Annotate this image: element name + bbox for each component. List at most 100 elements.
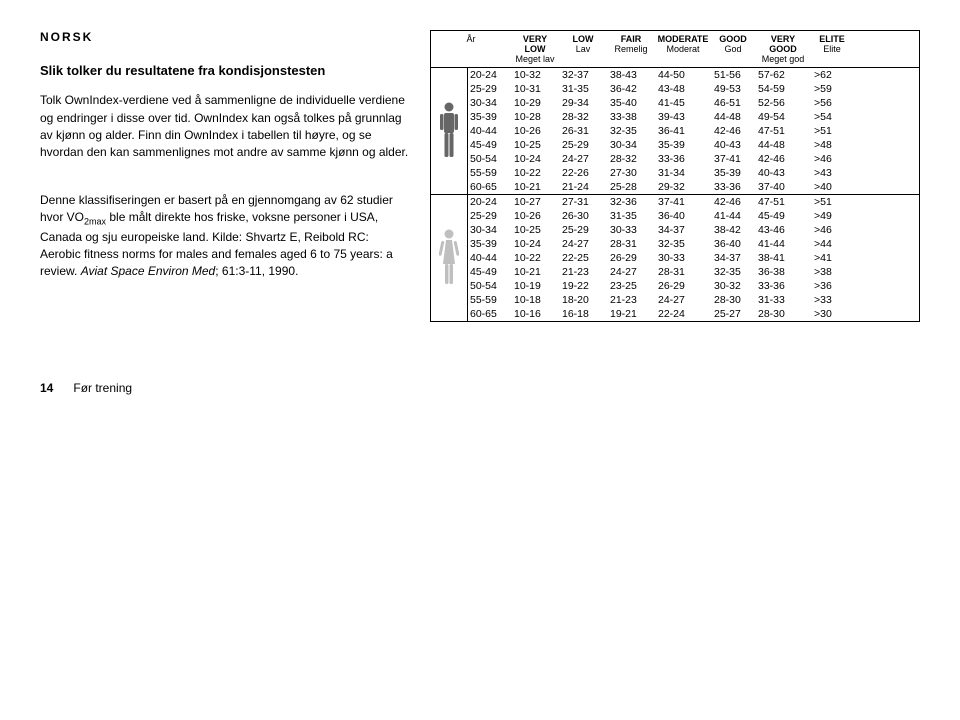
table-row: 30-3410-2525-2930-3334-3738-4243-46>46 [468,223,919,237]
table-row: 25-2910-2626-3031-3536-4041-4445-49>49 [468,209,919,223]
cell-fa: 32-35 [608,124,656,138]
table-row: 55-5910-1818-2021-2324-2728-3031-33>33 [468,293,919,307]
cell-lo: 27-31 [560,195,608,209]
cell-vl: 10-25 [512,138,560,152]
cell-el: >36 [812,279,854,293]
col-en: FAIR [609,34,653,44]
cell-go: 44-48 [712,110,756,124]
column-header-el: ELITEElite [811,31,853,67]
cell-vl: 10-21 [512,180,560,194]
table-row: 45-4910-2525-2930-3435-3940-4344-48>48 [468,138,919,152]
female-block: 20-2410-2727-3132-3637-4142-4647-51>5125… [431,194,919,321]
cell-vg: 47-51 [756,124,812,138]
cell-vl: 10-21 [512,265,560,279]
cell-lo: 26-31 [560,124,608,138]
col-en: VERY GOOD [757,34,809,54]
cell-mo: 44-50 [656,68,712,82]
cell-vl: 10-19 [512,279,560,293]
cell-age: 55-59 [468,293,512,307]
cell-vl: 10-31 [512,82,560,96]
cell-mo: 39-43 [656,110,712,124]
male-block: 20-2410-3232-3738-4344-5051-5657-62>6225… [431,68,919,194]
cell-go: 30-32 [712,279,756,293]
table-row: 40-4410-2222-2526-2930-3334-3738-41>41 [468,251,919,265]
cell-vg: 40-43 [756,166,812,180]
col-en: ELITE [813,34,851,44]
table-row: 60-6510-1616-1819-2122-2425-2728-30>30 [468,307,919,321]
cell-go: 46-51 [712,96,756,110]
cell-go: 38-42 [712,223,756,237]
cell-mo: 36-40 [656,209,712,223]
column-header-age: År [431,31,511,67]
cell-vg: 44-48 [756,138,812,152]
cell-vl: 10-25 [512,223,560,237]
cell-vg: 41-44 [756,237,812,251]
cell-vg: 28-30 [756,307,812,321]
cell-go: 32-35 [712,265,756,279]
cell-el: >38 [812,265,854,279]
cell-vg: 33-36 [756,279,812,293]
cell-mo: 41-45 [656,96,712,110]
cell-lo: 21-24 [560,180,608,194]
cell-vl: 10-22 [512,166,560,180]
cell-el: >62 [812,68,854,82]
cell-vl: 10-16 [512,307,560,321]
cell-vl: 10-27 [512,195,560,209]
cell-age: 45-49 [468,138,512,152]
col-en: LOW [561,34,605,44]
cell-vl: 10-22 [512,251,560,265]
cell-fa: 23-25 [608,279,656,293]
cell-mo: 36-41 [656,124,712,138]
table-row: 30-3410-2929-3435-4041-4546-5152-56>56 [468,96,919,110]
cell-vl: 10-24 [512,152,560,166]
cell-el: >54 [812,110,854,124]
col-no: Meget lav [513,54,557,64]
column-header-vl: VERY LOWMeget lav [511,31,559,67]
cell-vg: 38-41 [756,251,812,265]
cell-age: 60-65 [468,307,512,321]
cell-lo: 22-26 [560,166,608,180]
cell-vl: 10-24 [512,237,560,251]
cell-fa: 25-28 [608,180,656,194]
column-header-fa: FAIRRemelig [607,31,655,67]
cell-vl: 10-18 [512,293,560,307]
col-en: GOOD [713,34,753,44]
table-header-row: ÅrVERY LOWMeget lavLOWLavFAIRRemeligMODE… [431,31,919,68]
cell-fa: 19-21 [608,307,656,321]
paragraph-1: Tolk OwnIndex-verdiene ved å sammenligne… [40,92,410,162]
cell-vg: 45-49 [756,209,812,223]
table-row: 40-4410-2626-3132-3536-4142-4647-51>51 [468,124,919,138]
cell-el: >49 [812,209,854,223]
table-row: 45-4910-2121-2324-2728-3132-3536-38>38 [468,265,919,279]
cell-age: 30-34 [468,96,512,110]
page-footer: 14Før trening [40,381,410,395]
cell-go: 40-43 [712,138,756,152]
cell-age: 35-39 [468,110,512,124]
cell-el: >51 [812,124,854,138]
cell-go: 51-56 [712,68,756,82]
cell-mo: 32-35 [656,237,712,251]
fitness-norms-table: ÅrVERY LOWMeget lavLOWLavFAIRRemeligMODE… [430,30,920,322]
col-no: Elite [813,44,851,54]
cell-vg: 54-59 [756,82,812,96]
cell-fa: 27-30 [608,166,656,180]
cell-lo: 18-20 [560,293,608,307]
cell-lo: 29-34 [560,96,608,110]
cell-mo: 43-48 [656,82,712,96]
cell-mo: 24-27 [656,293,712,307]
table-row: 35-3910-2828-3233-3839-4344-4849-54>54 [468,110,919,124]
cell-age: 50-54 [468,279,512,293]
paragraph-2: Denne klassifiseringen er basert på en g… [40,192,410,281]
cell-el: >43 [812,166,854,180]
cell-vg: 49-54 [756,110,812,124]
page-number: 14 [40,381,53,395]
table-row: 20-2410-2727-3132-3637-4142-4647-51>51 [468,195,919,209]
col-en: MODERATE [657,34,709,44]
cell-lo: 24-27 [560,152,608,166]
cell-vg: 43-46 [756,223,812,237]
cell-vg: 36-38 [756,265,812,279]
cell-go: 49-53 [712,82,756,96]
cell-age: 25-29 [468,209,512,223]
cell-vg: 47-51 [756,195,812,209]
cell-vl: 10-28 [512,110,560,124]
